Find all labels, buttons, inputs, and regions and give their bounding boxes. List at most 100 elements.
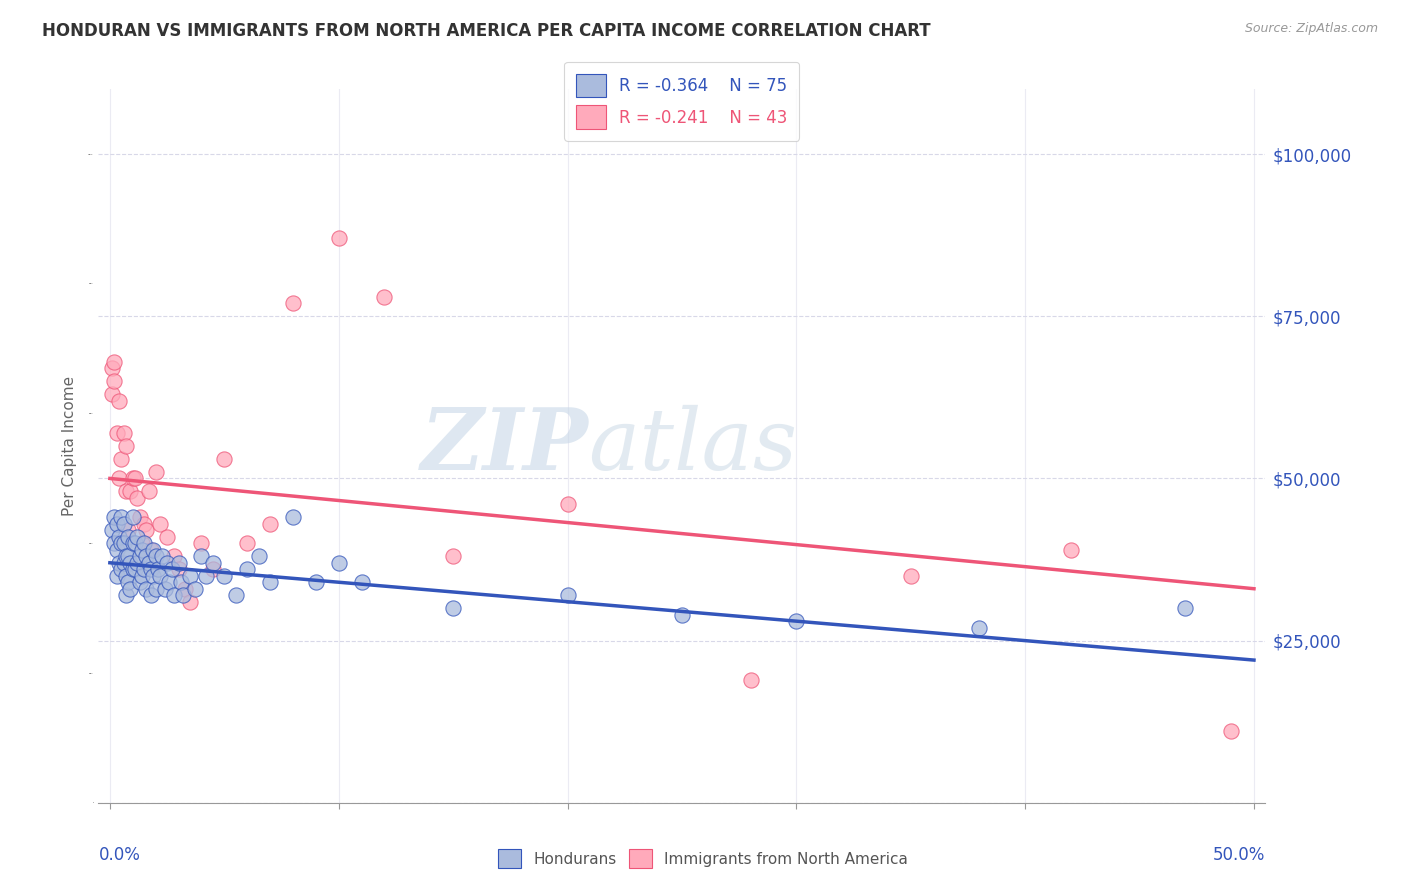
Point xyxy=(201,562,224,576)
Point xyxy=(281,510,304,524)
Point xyxy=(108,471,131,485)
Point xyxy=(115,588,138,602)
Point xyxy=(441,549,464,564)
Point xyxy=(110,452,132,467)
Point xyxy=(112,425,135,440)
Point xyxy=(127,491,149,505)
Point xyxy=(101,387,124,401)
Legend: R = -0.364    N = 75, R = -0.241    N = 43: R = -0.364 N = 75, R = -0.241 N = 43 xyxy=(564,62,800,141)
Point xyxy=(115,549,138,564)
Point xyxy=(131,568,153,582)
Point xyxy=(124,471,146,485)
Point xyxy=(174,582,197,596)
Point xyxy=(190,549,212,564)
Point xyxy=(167,556,190,570)
Point xyxy=(156,530,179,544)
Point xyxy=(120,556,142,570)
Point xyxy=(671,607,693,622)
Point xyxy=(969,621,991,635)
Point xyxy=(117,575,139,590)
Text: Source: ZipAtlas.com: Source: ZipAtlas.com xyxy=(1244,22,1378,36)
Point xyxy=(131,542,153,557)
Point xyxy=(139,542,162,557)
Point xyxy=(110,536,132,550)
Point xyxy=(121,562,143,576)
Point xyxy=(131,536,153,550)
Legend: Hondurans, Immigrants from North America: Hondurans, Immigrants from North America xyxy=(491,841,915,875)
Point xyxy=(134,516,156,531)
Point xyxy=(105,425,128,440)
Point xyxy=(139,562,162,576)
Point xyxy=(105,516,128,531)
Point xyxy=(112,536,135,550)
Point xyxy=(163,549,186,564)
Point xyxy=(112,556,135,570)
Point xyxy=(157,575,180,590)
Point xyxy=(163,588,186,602)
Point xyxy=(101,524,124,538)
Point xyxy=(1220,724,1243,739)
Point xyxy=(557,497,579,511)
Point xyxy=(103,510,125,524)
Point xyxy=(138,484,160,499)
Point xyxy=(103,354,125,368)
Point xyxy=(179,568,201,582)
Point xyxy=(117,524,139,538)
Point xyxy=(138,556,160,570)
Point xyxy=(120,484,142,499)
Point xyxy=(172,588,194,602)
Point xyxy=(214,568,236,582)
Point xyxy=(225,588,247,602)
Point xyxy=(145,465,167,479)
Point xyxy=(135,524,157,538)
Point xyxy=(128,510,150,524)
Point xyxy=(153,582,176,596)
Point xyxy=(149,516,172,531)
Point xyxy=(110,562,132,576)
Point xyxy=(247,549,270,564)
Point xyxy=(127,530,149,544)
Point xyxy=(127,556,149,570)
Point xyxy=(105,568,128,582)
Point xyxy=(214,452,236,467)
Point xyxy=(121,510,143,524)
Point xyxy=(105,542,128,557)
Text: 50.0%: 50.0% xyxy=(1213,846,1265,863)
Point xyxy=(373,290,395,304)
Point xyxy=(167,562,190,576)
Point xyxy=(160,562,183,576)
Point xyxy=(1060,542,1083,557)
Point xyxy=(112,516,135,531)
Point xyxy=(134,562,156,576)
Point xyxy=(135,549,157,564)
Point xyxy=(124,536,146,550)
Point xyxy=(128,575,150,590)
Point xyxy=(328,556,350,570)
Point xyxy=(281,296,304,310)
Point xyxy=(236,536,259,550)
Point xyxy=(134,536,156,550)
Point xyxy=(170,575,193,590)
Point xyxy=(115,568,138,582)
Point xyxy=(785,614,807,628)
Text: ZIP: ZIP xyxy=(420,404,589,488)
Point xyxy=(1174,601,1197,615)
Point xyxy=(149,568,172,582)
Text: HONDURAN VS IMMIGRANTS FROM NORTH AMERICA PER CAPITA INCOME CORRELATION CHART: HONDURAN VS IMMIGRANTS FROM NORTH AMERIC… xyxy=(42,22,931,40)
Point xyxy=(194,568,217,582)
Point xyxy=(183,582,205,596)
Point xyxy=(115,439,138,453)
Point xyxy=(146,562,169,576)
Point xyxy=(190,536,212,550)
Point xyxy=(101,361,124,376)
Point xyxy=(328,231,350,245)
Point xyxy=(350,575,373,590)
Point xyxy=(108,393,131,408)
Point xyxy=(121,536,143,550)
Point xyxy=(142,542,165,557)
Point xyxy=(259,575,281,590)
Point xyxy=(145,549,167,564)
Point xyxy=(142,568,165,582)
Point xyxy=(117,530,139,544)
Text: atlas: atlas xyxy=(589,405,797,487)
